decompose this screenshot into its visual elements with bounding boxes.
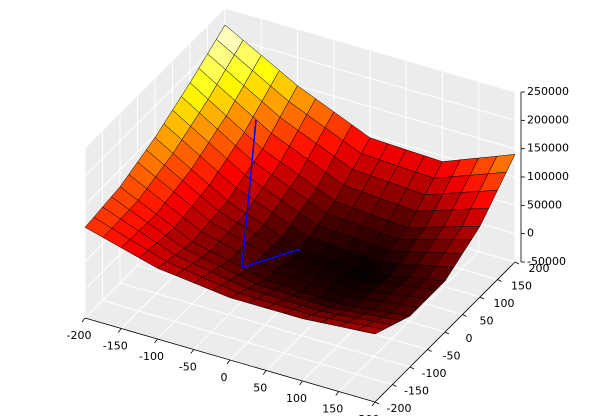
- z-tick-label: 100000: [527, 170, 569, 183]
- z-tick-label: -50000: [527, 255, 566, 268]
- x-tick: [190, 349, 195, 354]
- y-tick: [392, 384, 397, 387]
- y-tick-label: 200: [529, 262, 550, 275]
- x-tick-label: 200: [359, 413, 380, 416]
- x-tick: [371, 401, 376, 407]
- x-tick: [335, 391, 340, 396]
- z-tick-label: 200000: [527, 113, 569, 126]
- y-tick: [427, 349, 432, 352]
- x-tick-label: 50: [253, 382, 267, 395]
- z-tick-label: 0: [527, 227, 534, 240]
- y-tick-label: 50: [480, 315, 494, 328]
- x-tick: [262, 370, 267, 375]
- y-tick-label: -200: [387, 402, 412, 415]
- z-tick-label: 250000: [527, 85, 569, 98]
- y-tick: [374, 401, 380, 405]
- grid-line: [119, 282, 411, 368]
- grid-line: [84, 35, 226, 177]
- x-tick-label: 100: [286, 392, 307, 405]
- x-tick: [226, 359, 231, 365]
- y-tick-label: 150: [511, 280, 532, 293]
- x-tick: [299, 380, 303, 386]
- x-tick: [117, 328, 122, 333]
- grid-line: [224, 35, 516, 121]
- x-tick-label: -100: [139, 350, 164, 363]
- grid-line: [84, 7, 226, 149]
- x-tick-label: -50: [179, 361, 197, 374]
- y-tick-label: -150: [404, 385, 429, 398]
- y-tick: [479, 296, 485, 300]
- y-tick-label: -50: [443, 350, 461, 363]
- y-tick: [462, 314, 467, 317]
- z-tick-label: 50000: [527, 198, 562, 211]
- grid-line: [102, 300, 393, 385]
- y-tick: [409, 366, 415, 370]
- y-tick-label: 0: [466, 332, 473, 345]
- surface-patch: [356, 325, 385, 335]
- surface: [84, 24, 516, 335]
- path-line: [241, 119, 301, 269]
- grid-line: [224, 7, 516, 93]
- y-tick: [514, 261, 520, 265]
- z-tick-label: 150000: [527, 142, 569, 155]
- y-tick: [497, 279, 502, 282]
- x-tick: [81, 317, 86, 323]
- x-tick: [154, 338, 158, 344]
- y-tick-label: 100: [494, 297, 515, 310]
- y-tick: [444, 331, 450, 335]
- y-tick-label: -100: [422, 367, 447, 380]
- x-tick-label: 0: [221, 371, 228, 384]
- x-tick-label: 150: [322, 403, 343, 416]
- x-tick-label: -200: [67, 329, 92, 342]
- x-tick-label: -150: [103, 340, 128, 353]
